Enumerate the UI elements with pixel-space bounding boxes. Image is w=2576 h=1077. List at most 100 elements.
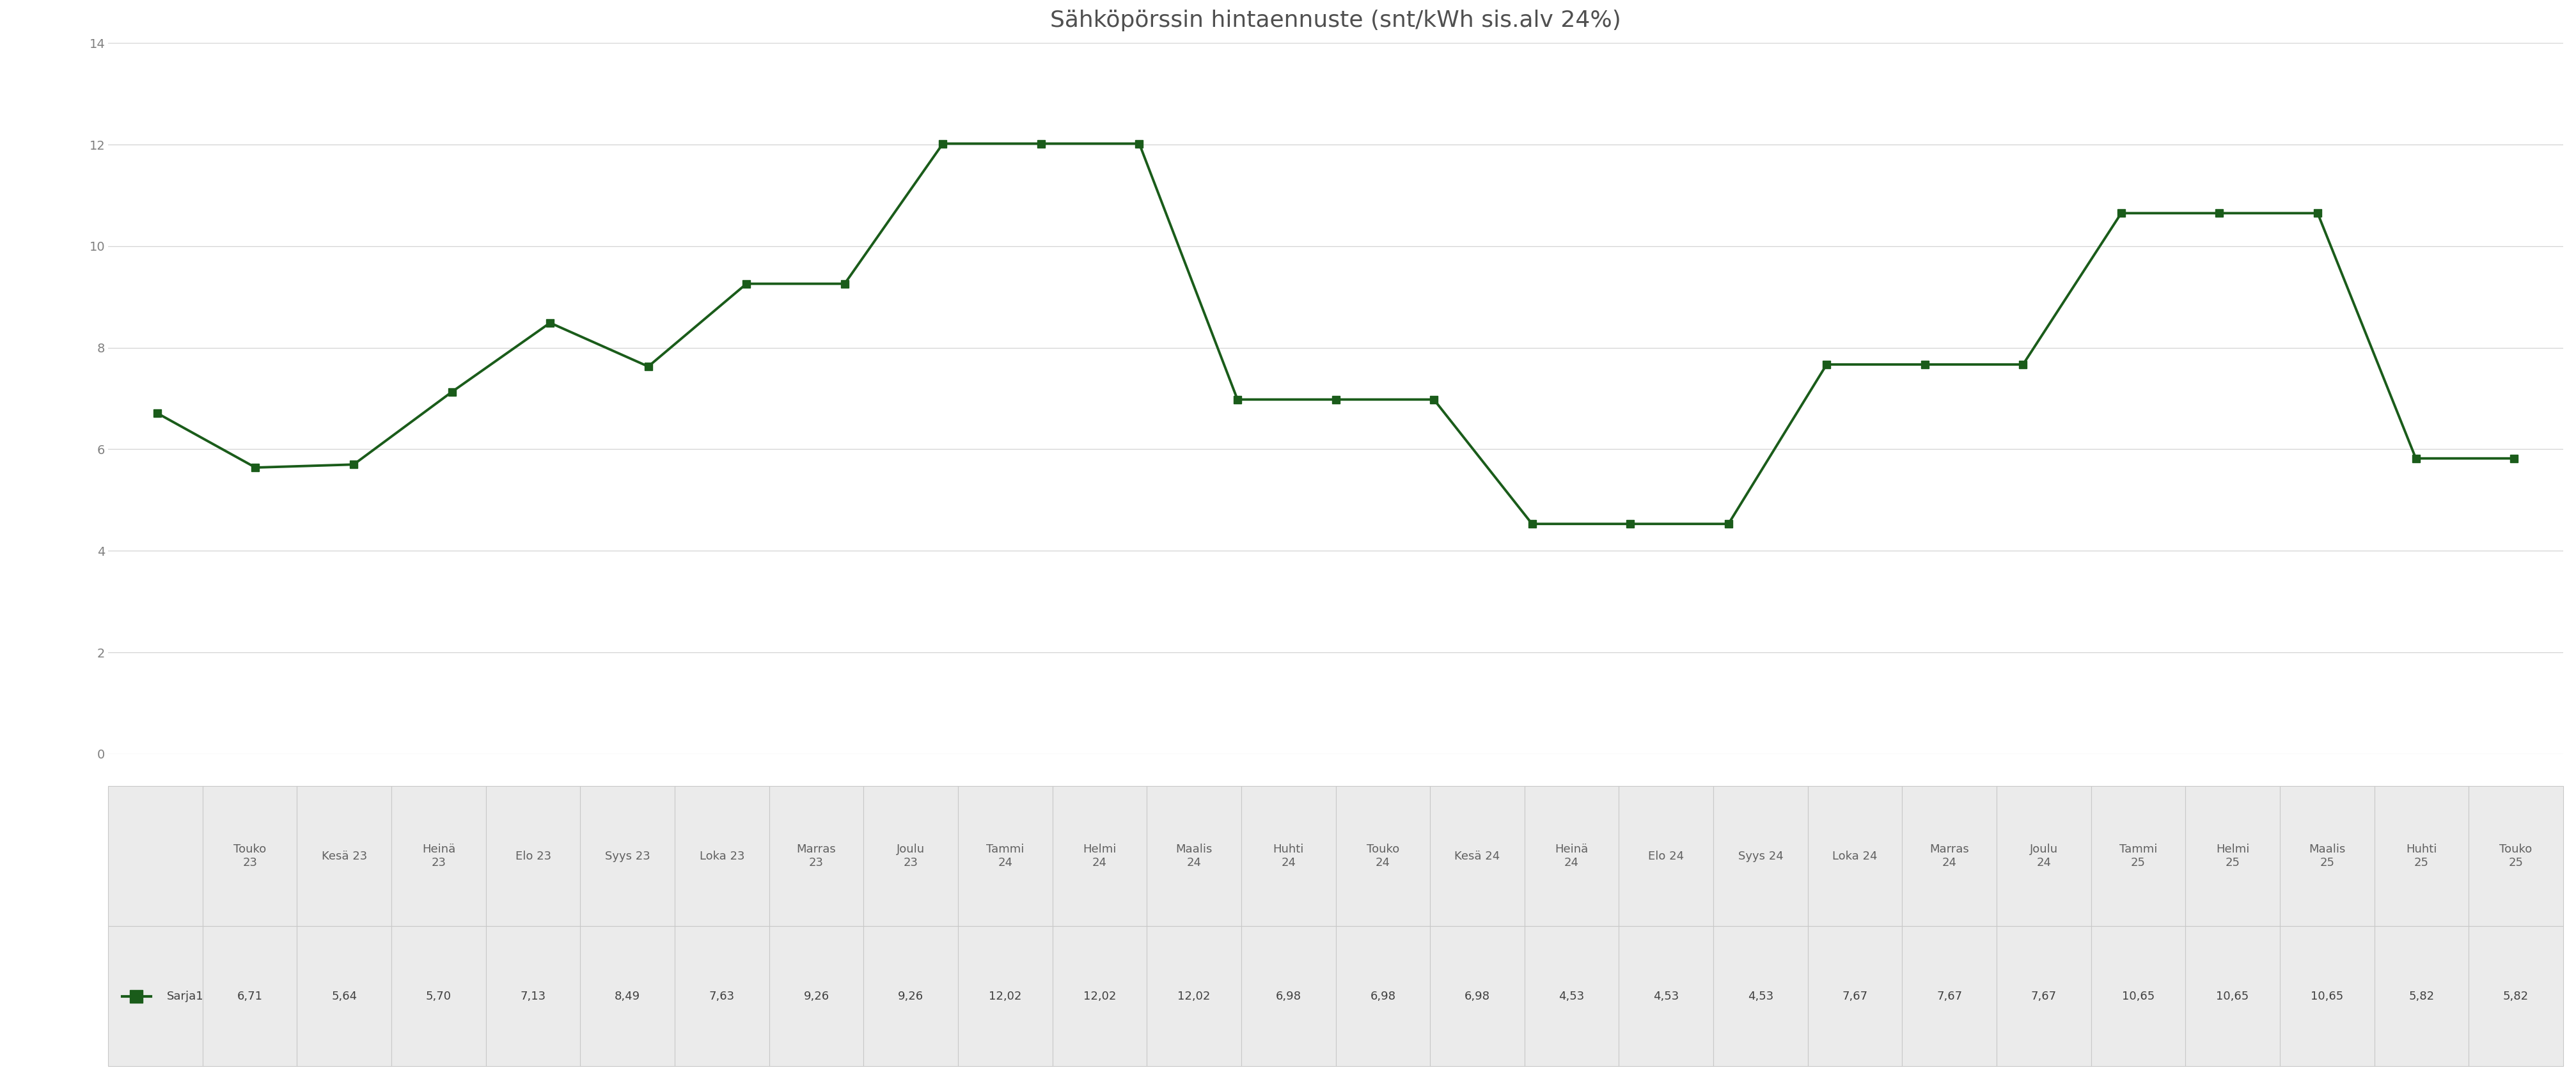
Text: 7,13: 7,13	[520, 991, 546, 1002]
Text: 12,02: 12,02	[1082, 991, 1115, 1002]
Bar	[1901, 786, 1996, 926]
Bar	[1618, 926, 1713, 1066]
Text: Loka 24: Loka 24	[1832, 851, 1878, 862]
Bar	[1334, 926, 1430, 1066]
Text: 7,67: 7,67	[2030, 991, 2056, 1002]
Text: 12,02: 12,02	[1177, 991, 1211, 1002]
Bar	[1713, 926, 1808, 1066]
Text: 7,67: 7,67	[1937, 991, 1963, 1002]
Text: Tammi
25: Tammi 25	[2120, 843, 2156, 869]
Text: 6,98: 6,98	[1466, 991, 1489, 1002]
Bar	[580, 786, 675, 926]
Text: Elo 23: Elo 23	[515, 851, 551, 862]
Text: Maalis
24: Maalis 24	[1175, 843, 1213, 869]
Text: 10,65: 10,65	[2311, 991, 2344, 1002]
Bar	[2280, 926, 2375, 1066]
Text: Maalis
25: Maalis 25	[2308, 843, 2344, 869]
Bar	[2184, 926, 2280, 1066]
Bar	[863, 926, 958, 1066]
Text: Touko
25: Touko 25	[2499, 843, 2532, 869]
Bar	[2468, 786, 2563, 926]
Bar	[1618, 786, 1713, 926]
Bar	[204, 786, 296, 926]
Bar	[487, 786, 580, 926]
Text: 6,98: 6,98	[1275, 991, 1301, 1002]
Bar	[1430, 786, 1525, 926]
Text: 6,98: 6,98	[1370, 991, 1396, 1002]
Bar	[2375, 786, 2468, 926]
Text: Touko
23: Touko 23	[234, 843, 265, 869]
Bar	[2375, 926, 2468, 1066]
Bar	[770, 926, 863, 1066]
Text: 10,65: 10,65	[2123, 991, 2154, 1002]
Text: Joulu
24: Joulu 24	[2030, 843, 2058, 869]
Text: 5,64: 5,64	[332, 991, 358, 1002]
Bar	[296, 786, 392, 926]
Text: Marras
24: Marras 24	[1929, 843, 1968, 869]
Bar	[1054, 786, 1146, 926]
Bar	[863, 786, 958, 926]
Text: Kesä 24: Kesä 24	[1455, 851, 1499, 862]
Bar	[2092, 786, 2184, 926]
Bar	[1901, 926, 1996, 1066]
Text: Loka 23: Loka 23	[698, 851, 744, 862]
Text: 7,63: 7,63	[708, 991, 734, 1002]
Bar	[108, 926, 204, 1066]
Bar	[1525, 786, 1618, 926]
Text: Huhti
24: Huhti 24	[1273, 843, 1303, 869]
Bar	[2092, 926, 2184, 1066]
Bar	[1242, 926, 1334, 1066]
Bar	[675, 926, 770, 1066]
Text: Syys 23: Syys 23	[605, 851, 649, 862]
Text: Syys 24: Syys 24	[1739, 851, 1783, 862]
Bar	[958, 926, 1054, 1066]
Bar	[392, 926, 487, 1066]
Bar	[487, 926, 580, 1066]
Bar	[1996, 926, 2092, 1066]
Text: 9,26: 9,26	[804, 991, 829, 1002]
Text: 5,82: 5,82	[2504, 991, 2530, 1002]
Text: Helmi
25: Helmi 25	[2215, 843, 2249, 869]
Bar	[958, 786, 1054, 926]
Text: 12,02: 12,02	[989, 991, 1023, 1002]
Text: 7,67: 7,67	[1842, 991, 1868, 1002]
Bar	[1242, 786, 1334, 926]
Text: Touko
24: Touko 24	[1365, 843, 1399, 869]
Bar	[296, 926, 392, 1066]
Bar	[2184, 786, 2280, 926]
Text: 4,53: 4,53	[1654, 991, 1680, 1002]
Bar	[1713, 786, 1808, 926]
Bar	[1525, 926, 1618, 1066]
Text: 5,70: 5,70	[425, 991, 451, 1002]
Title: Sähköpörssin hintaennuste (snt/kWh sis.alv 24%): Sähköpörssin hintaennuste (snt/kWh sis.a…	[1051, 10, 1620, 31]
Text: 10,65: 10,65	[2215, 991, 2249, 1002]
Bar	[580, 926, 675, 1066]
Text: 8,49: 8,49	[616, 991, 641, 1002]
Bar	[108, 786, 204, 926]
Text: Heinä
23: Heinä 23	[422, 843, 456, 869]
Bar	[204, 926, 296, 1066]
Text: 6,71: 6,71	[237, 991, 263, 1002]
Bar	[1146, 786, 1242, 926]
Bar	[392, 786, 487, 926]
Bar	[2280, 786, 2375, 926]
Text: Kesä 23: Kesä 23	[322, 851, 366, 862]
Bar	[2468, 926, 2563, 1066]
Text: Elo 24: Elo 24	[1649, 851, 1685, 862]
Text: Tammi
24: Tammi 24	[987, 843, 1025, 869]
Bar	[1054, 926, 1146, 1066]
Text: 9,26: 9,26	[899, 991, 925, 1002]
Bar	[1996, 786, 2092, 926]
Bar	[1430, 926, 1525, 1066]
Bar	[770, 786, 863, 926]
Text: 4,53: 4,53	[1558, 991, 1584, 1002]
Text: Sarja1: Sarja1	[167, 991, 204, 1002]
Bar	[1808, 786, 1901, 926]
Text: Joulu
23: Joulu 23	[896, 843, 925, 869]
Text: Marras
23: Marras 23	[796, 843, 837, 869]
Text: Huhti
25: Huhti 25	[2406, 843, 2437, 869]
Bar	[1808, 926, 1901, 1066]
Bar	[1334, 786, 1430, 926]
Text: 5,82: 5,82	[2409, 991, 2434, 1002]
Text: Helmi
24: Helmi 24	[1082, 843, 1115, 869]
